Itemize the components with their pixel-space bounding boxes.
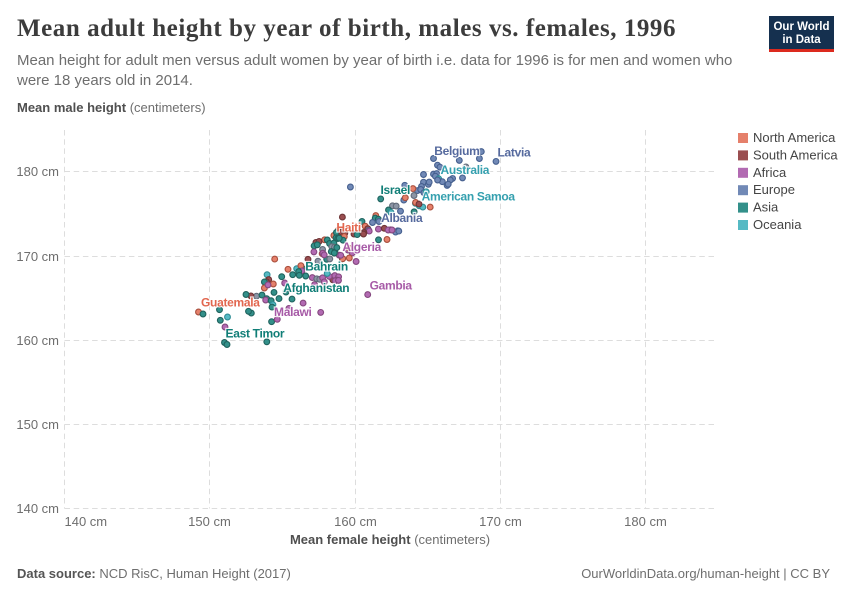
svg-text:Gambia: Gambia [370,278,413,292]
svg-text:140 cm: 140 cm [16,501,59,516]
svg-text:East Timor: East Timor [226,326,285,340]
svg-text:Haiti: Haiti [336,220,361,234]
svg-text:170 cm: 170 cm [479,514,522,529]
svg-text:150 cm: 150 cm [16,417,59,432]
svg-text:Malawi: Malawi [274,305,312,319]
svg-text:160 cm: 160 cm [16,333,59,348]
svg-text:Algeria: Algeria [342,240,381,254]
svg-text:170 cm: 170 cm [16,249,59,264]
svg-text:Albania: Albania [381,211,423,225]
svg-text:American Samoa: American Samoa [422,189,516,203]
svg-text:Guatemala: Guatemala [201,295,260,309]
svg-text:Latvia: Latvia [498,146,532,160]
svg-text:140 cm: 140 cm [65,514,108,529]
svg-text:Europe: Europe [753,182,795,197]
svg-text:North America: North America [753,130,836,145]
svg-text:180 cm: 180 cm [16,164,59,179]
svg-text:Belgium: Belgium [434,144,479,158]
svg-text:Mean female height (centimeter: Mean female height (centimeters) [290,532,490,547]
svg-text:South America: South America [753,147,838,162]
svg-text:160 cm: 160 cm [334,514,377,529]
svg-text:Bahrain: Bahrain [305,260,348,274]
svg-text:150 cm: 150 cm [188,514,231,529]
svg-text:Africa: Africa [753,165,787,180]
svg-text:Afghanistan: Afghanistan [283,281,349,295]
svg-text:Oceania: Oceania [753,217,802,232]
svg-text:Asia: Asia [753,200,779,215]
svg-text:Australia: Australia [441,163,490,177]
svg-text:180 cm: 180 cm [624,514,667,529]
svg-text:Israel: Israel [381,183,411,197]
